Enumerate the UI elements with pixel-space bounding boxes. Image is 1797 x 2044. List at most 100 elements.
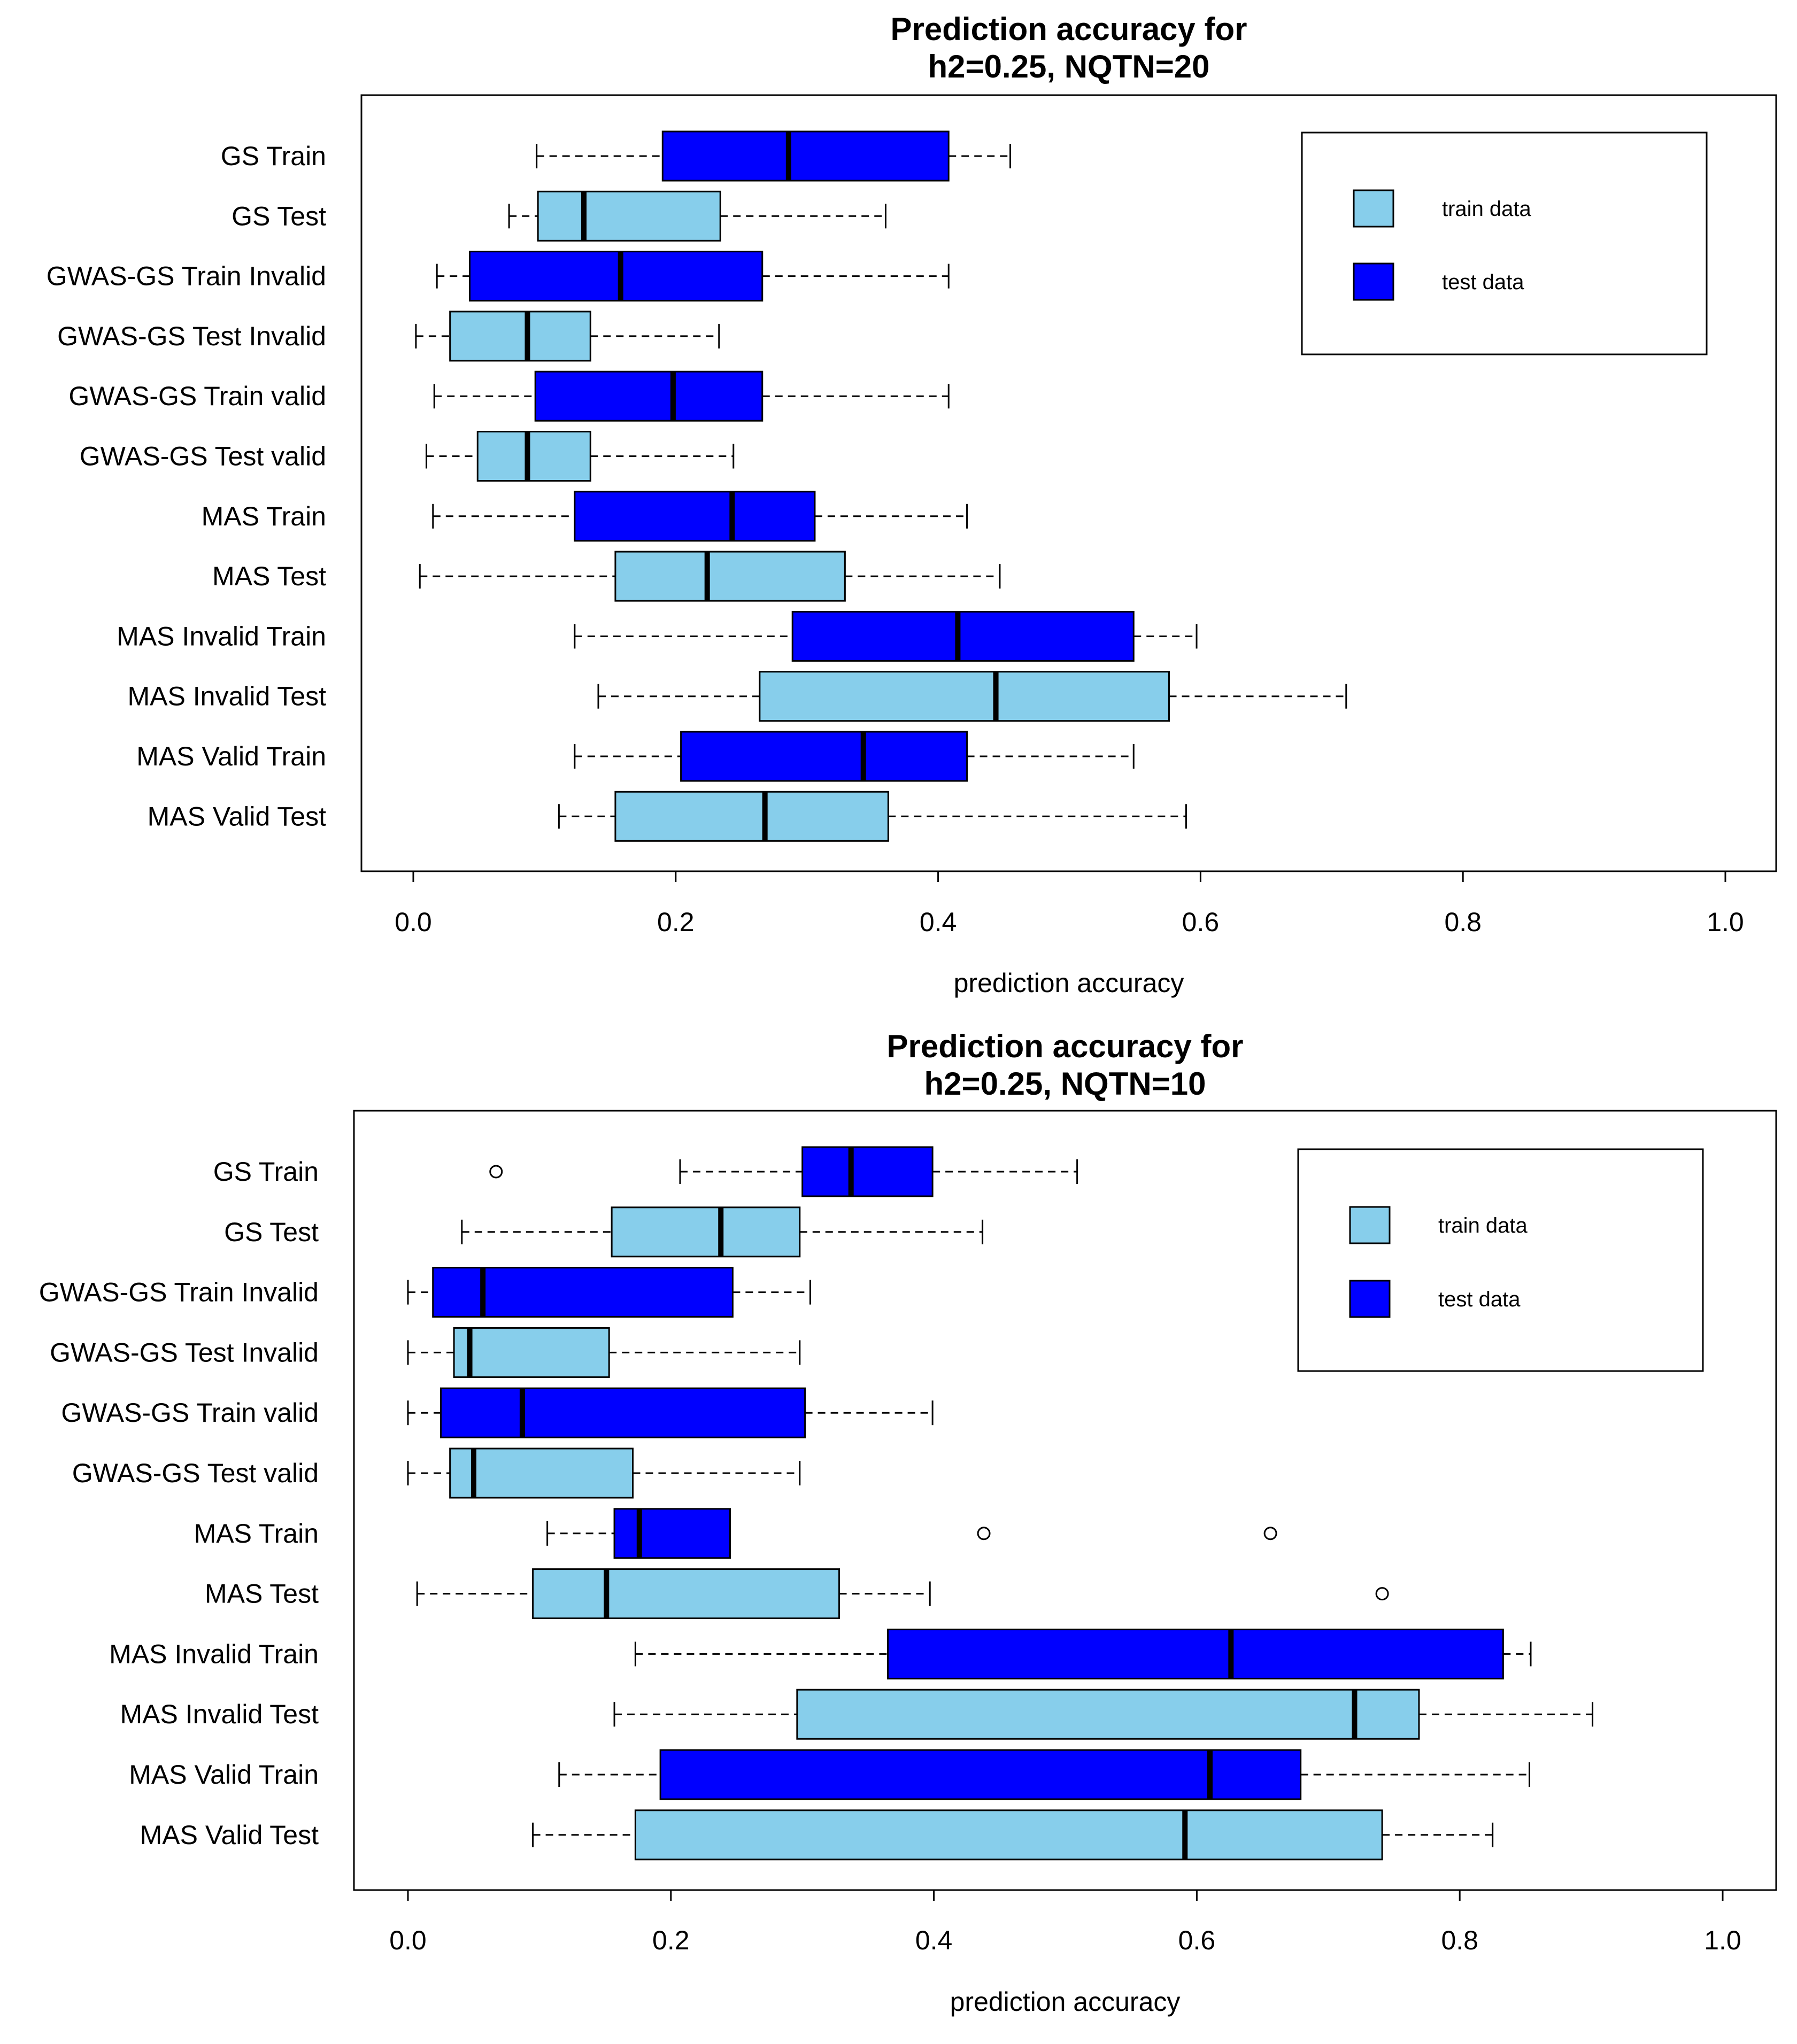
x-tick-label: 0.8 <box>1444 907 1482 937</box>
x-tick-label: 0.6 <box>1182 907 1220 937</box>
iqr-box <box>759 671 1170 722</box>
outlier-point <box>977 1527 991 1540</box>
category-label: MAS Valid Test <box>148 801 327 831</box>
x-tick-label: 1.0 <box>1704 1925 1741 1955</box>
iqr-box <box>532 1568 840 1620</box>
iqr-box <box>661 130 950 182</box>
outlier-point <box>1375 1587 1389 1601</box>
legend-swatch-train <box>1349 1206 1391 1244</box>
box-gwas-gs-test-valid: GWAS-GS Test valid <box>72 1447 801 1499</box>
category-label: MAS Valid Train <box>136 741 326 771</box>
legend-swatch-train <box>1353 189 1394 228</box>
box-gs-test: GS Test <box>224 1206 984 1258</box>
legend-label-test: test data <box>1442 270 1524 294</box>
category-label: GS Test <box>232 201 326 231</box>
category-label: GWAS-GS Test valid <box>72 1458 319 1488</box>
box-gs-train: GS Train <box>213 1146 1078 1197</box>
box-mas-test: MAS Test <box>205 1568 1389 1620</box>
box-mas-train: MAS Train <box>194 1508 1277 1559</box>
box-mas-valid-test: MAS Valid Test <box>148 791 1187 842</box>
plot-frame <box>353 1110 1777 1891</box>
iqr-box <box>613 1508 731 1559</box>
category-label: GWAS-GS Test Invalid <box>57 321 326 351</box>
iqr-box <box>614 551 846 602</box>
iqr-box <box>449 311 591 362</box>
chart-title-line-1: Prediction accuracy for <box>891 11 1247 47</box>
category-label: MAS Invalid Train <box>109 1639 319 1669</box>
category-label: MAS Train <box>202 501 326 531</box>
iqr-box <box>453 1327 610 1378</box>
legend-label-test: test data <box>1438 1288 1521 1311</box>
iqr-box <box>476 431 591 482</box>
box-gwas-gs-test-valid: GWAS-GS Test valid <box>80 431 735 482</box>
legend-frame <box>1297 1148 1704 1372</box>
box-mas-test: MAS Test <box>212 551 1001 602</box>
box-mas-invalid-test: MAS Invalid Test <box>120 1689 1594 1740</box>
legend: train data test data <box>1297 1148 1704 1372</box>
iqr-box <box>537 190 721 242</box>
x-tick-label: 0.2 <box>652 1925 690 1955</box>
chart-title-line-2: h2=0.25, NQTN=20 <box>928 49 1210 84</box>
iqr-box <box>680 731 968 782</box>
iqr-box <box>887 1628 1504 1679</box>
category-label: GS Train <box>213 1157 319 1187</box>
x-tick-label: 0.4 <box>915 1925 953 1955</box>
chart-title-line-2: h2=0.25, NQTN=10 <box>924 1066 1206 1102</box>
box-gwas-gs-train-invalid: GWAS-GS Train Invalid <box>39 1267 811 1318</box>
box-gwas-gs-test-invalid: GWAS-GS Test Invalid <box>57 311 720 362</box>
box-mas-invalid-train: MAS Invalid Train <box>109 1628 1532 1679</box>
box-mas-valid-test: MAS Valid Test <box>140 1809 1494 1861</box>
category-label: GWAS-GS Train valid <box>61 1398 319 1428</box>
iqr-box <box>611 1206 801 1258</box>
category-label: GS Train <box>221 141 326 171</box>
category-label: MAS Valid Test <box>140 1820 319 1850</box>
category-label: MAS Invalid Test <box>120 1699 319 1729</box>
category-label: GWAS-GS Train Invalid <box>47 261 326 291</box>
x-tick-label: 0.0 <box>389 1925 427 1955</box>
chart-title-line-1: Prediction accuracy for <box>887 1028 1244 1064</box>
category-label: MAS Invalid Train <box>117 621 326 651</box>
iqr-box <box>432 1267 734 1318</box>
iqr-box <box>469 251 763 302</box>
category-label: GS Test <box>224 1217 319 1247</box>
category-label: GWAS-GS Train valid <box>68 381 326 411</box>
iqr-box <box>796 1689 1420 1740</box>
category-label: GWAS-GS Test Invalid <box>50 1337 319 1367</box>
x-tick-label: 0.6 <box>1178 1925 1216 1955</box>
box-mas-train: MAS Train <box>202 491 968 542</box>
legend-label-train: train data <box>1442 197 1532 221</box>
legend: train data test data <box>1301 131 1708 355</box>
category-label: GWAS-GS Test valid <box>80 442 326 471</box>
box-gs-test: GS Test <box>232 190 886 242</box>
box-mas-valid-train: MAS Valid Train <box>136 731 1135 782</box>
box-mas-valid-train: MAS Valid Train <box>129 1749 1531 1800</box>
box-gwas-gs-train-valid: GWAS-GS Train valid <box>68 370 950 422</box>
iqr-box <box>791 610 1135 662</box>
iqr-box <box>801 1146 934 1197</box>
category-label: GWAS-GS Train Invalid <box>39 1278 319 1307</box>
iqr-box <box>614 791 889 842</box>
x-tick-label: 0.0 <box>395 907 432 937</box>
x-tick-label: 0.2 <box>657 907 695 937</box>
category-label: MAS Valid Train <box>129 1760 319 1790</box>
legend-swatch-test <box>1349 1280 1391 1318</box>
legend-label-train: train data <box>1438 1214 1528 1237</box>
outlier-point <box>489 1165 503 1179</box>
plot-frame <box>360 94 1777 872</box>
iqr-box <box>439 1387 806 1438</box>
legend-frame <box>1301 131 1708 355</box>
x-axis-label: prediction accuracy <box>950 1987 1181 2017</box>
x-tick-label: 0.8 <box>1441 1925 1478 1955</box>
box-gwas-gs-train-valid: GWAS-GS Train valid <box>61 1387 934 1438</box>
iqr-box <box>534 370 763 422</box>
iqr-box <box>449 1447 634 1499</box>
iqr-box <box>659 1749 1302 1800</box>
category-label: MAS Train <box>194 1519 319 1549</box>
x-axis-label: prediction accuracy <box>954 968 1184 998</box>
box-gs-train: GS Train <box>221 130 1012 182</box>
category-label: MAS Invalid Test <box>128 682 327 711</box>
box-mas-invalid-train: MAS Invalid Train <box>117 610 1198 662</box>
box-mas-invalid-test: MAS Invalid Test <box>128 671 1347 722</box>
